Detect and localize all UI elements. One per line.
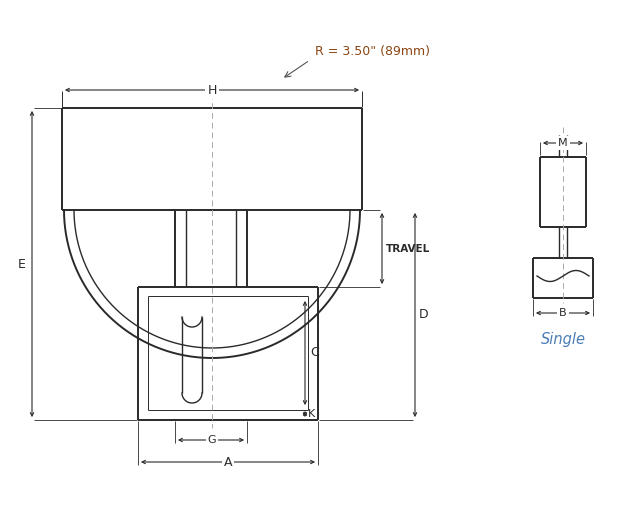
Text: G: G: [208, 435, 216, 445]
Text: H: H: [207, 83, 217, 96]
Text: A: A: [224, 455, 232, 468]
Text: K: K: [308, 409, 315, 419]
Text: D: D: [419, 308, 429, 321]
Text: M: M: [558, 138, 568, 148]
Text: B: B: [559, 308, 567, 318]
Text: TRAVEL: TRAVEL: [386, 243, 430, 254]
Text: R = 3.50" (89mm): R = 3.50" (89mm): [315, 45, 430, 58]
Text: C: C: [310, 346, 318, 359]
Text: E: E: [18, 257, 26, 270]
Text: Single: Single: [541, 332, 586, 347]
